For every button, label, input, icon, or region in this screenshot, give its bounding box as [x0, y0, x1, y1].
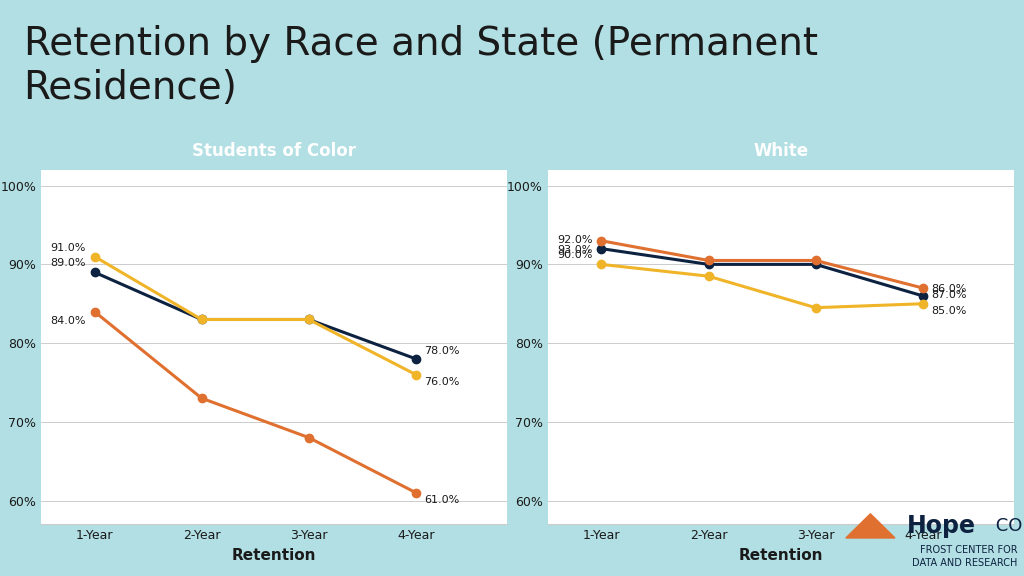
Text: White: White	[754, 142, 808, 160]
Text: 78.0%: 78.0%	[424, 347, 460, 357]
Text: 61.0%: 61.0%	[424, 495, 460, 505]
Text: Hope: Hope	[907, 514, 976, 538]
Polygon shape	[846, 514, 895, 538]
Text: 76.0%: 76.0%	[424, 377, 460, 387]
Text: 91.0%: 91.0%	[50, 242, 86, 252]
Text: COLLEGE: COLLEGE	[990, 517, 1024, 535]
Text: Students of Color: Students of Color	[191, 142, 356, 160]
Text: Retention by Race and State (Permanent
Residence): Retention by Race and State (Permanent R…	[24, 25, 817, 107]
X-axis label: Retention: Retention	[231, 548, 316, 563]
Text: 86.0%: 86.0%	[931, 283, 967, 294]
Text: FROST CENTER FOR
DATA AND RESEARCH: FROST CENTER FOR DATA AND RESEARCH	[912, 545, 1018, 569]
Text: 90.0%: 90.0%	[557, 251, 593, 260]
Text: 89.0%: 89.0%	[50, 258, 86, 268]
X-axis label: Retention: Retention	[738, 548, 823, 563]
Text: 84.0%: 84.0%	[50, 316, 86, 325]
Text: 93.0%: 93.0%	[557, 245, 593, 255]
Text: 85.0%: 85.0%	[931, 306, 967, 316]
Text: 87.0%: 87.0%	[931, 290, 967, 300]
Text: 92.0%: 92.0%	[557, 234, 593, 245]
